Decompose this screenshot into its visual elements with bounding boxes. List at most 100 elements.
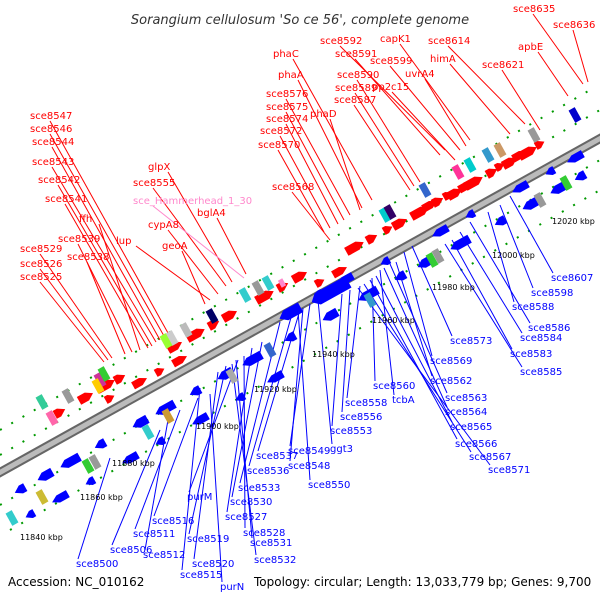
label-leader-line: [209, 393, 223, 583]
gene-label-sce8575: sce8575: [266, 102, 308, 113]
gene-label-cypa8: cypA8: [148, 220, 179, 231]
gene-label-sce8520: sce8520: [192, 559, 234, 570]
reverse-gene-arrow: [322, 307, 340, 321]
label-leader-line: [193, 371, 219, 560]
kbp-tick-label: 11980 kbp: [432, 283, 475, 292]
label-leader-line: [216, 217, 247, 275]
reverse-gene-arrow: [14, 483, 28, 494]
label-leader-line: [86, 261, 126, 355]
label-leader-line: [447, 45, 526, 125]
gene-label-phac: phaC: [273, 49, 299, 60]
forward-gene-arrow: [500, 157, 517, 170]
gene-label-sce8515: sce8515: [180, 570, 222, 581]
label-leader-line: [51, 166, 157, 343]
gene-label-sce8599: sce8599: [370, 56, 412, 67]
forward-gene-arrow: [313, 279, 325, 288]
gene-label-sce8572: sce8572: [260, 126, 302, 137]
gene-label-bgla4: bglA4: [197, 208, 226, 219]
gene-feature-block: [61, 388, 75, 404]
gene-label-sce8512: sce8512: [143, 550, 185, 561]
gene-label-sce8537: sce8537: [256, 451, 298, 462]
label-leader-line: [277, 149, 325, 233]
gene-label-sce8531: sce8531: [250, 538, 292, 549]
label-leader-line: [499, 204, 534, 289]
gene-label-sce8538: sce8538: [67, 252, 109, 263]
genome-backbone: [0, 135, 600, 476]
accession-text: Accession: NC_010162: [8, 575, 144, 589]
reverse-gene-arrow: [25, 509, 37, 518]
label-leader-line: [391, 91, 456, 161]
gene-label-sce8528: sce8528: [243, 528, 285, 539]
forward-gene-arrow: [381, 226, 393, 235]
gene-label-sce8566: sce8566: [455, 439, 497, 450]
forward-gene-arrow: [290, 271, 307, 284]
reverse-gene-arrow: [122, 451, 140, 464]
rna-feature-mark: [277, 278, 287, 288]
gene-label-geoa: geoA: [162, 241, 188, 252]
gene-feature-block: [97, 366, 111, 382]
gene-feature-block: [261, 275, 275, 291]
gene-label-sce8539: sce8539: [58, 234, 100, 245]
gene-label-sce8562: sce8562: [430, 376, 472, 387]
reverse-operon-arrow: [311, 276, 352, 305]
label-leader-line: [49, 133, 165, 337]
kbp-tick-label: 12000 kbp: [492, 251, 535, 260]
forward-gene-arrow: [76, 392, 93, 405]
gene-label-sce8569: sce8569: [430, 356, 472, 367]
label-leader-line: [285, 98, 351, 216]
label-leader-line: [289, 307, 304, 462]
gene-label-sce8556: sce8556: [340, 412, 382, 423]
reverse-gene-arrow: [512, 180, 530, 193]
gene-feature-block: [5, 510, 19, 526]
forward-gene-arrow: [445, 188, 462, 201]
gene-label-hima: himA: [430, 54, 456, 65]
forward-gene-arrow: [484, 168, 498, 179]
gene-label-sce8541: sce8541: [45, 194, 87, 205]
reverse-gene-arrow: [155, 399, 177, 415]
label-leader-line: [297, 309, 311, 481]
label-leader-line: [279, 135, 331, 229]
gene-label-sce8590: sce8590: [337, 70, 379, 81]
gene-feature-block: [363, 292, 377, 308]
gene-label-sce8506: sce8506: [110, 545, 152, 556]
kbp-tick-label: 12020 kbp: [552, 217, 595, 226]
kbp-scale-labels: 11840 kbp 11860 kbp 11880 kbp 11900 kbp 1192…: [20, 217, 595, 542]
gene-label-sce8589: sce8589: [335, 83, 377, 94]
gene-label-sce8550: sce8550: [308, 480, 350, 491]
label-leader-line: [226, 347, 253, 513]
reverse-gene-arrow: [267, 370, 285, 383]
gene-label-sce8586: sce8586: [528, 323, 570, 334]
forward-gene-arrow: [441, 192, 453, 201]
label-leader-line: [339, 45, 446, 151]
gene-feature-block: [481, 147, 495, 163]
label-leader-line: [389, 65, 461, 151]
reverse-gene-arrow: [432, 224, 450, 237]
gene-label-sce8500: sce8500: [76, 559, 118, 570]
gene-label-sce8564: sce8564: [445, 407, 487, 418]
gene-feature-block: [431, 248, 445, 264]
gene-label-sce8558: sce8558: [345, 398, 387, 409]
label-leader-line: [411, 245, 453, 337]
forward-gene-arrow: [493, 163, 505, 172]
label-leader-line: [243, 355, 246, 529]
label-leader-line: [111, 429, 161, 546]
label-leader-line: [509, 195, 554, 274]
gene-label-sce8571: sce8571: [488, 465, 530, 476]
gene-label-ffh: ffh: [79, 214, 92, 225]
gene-label-sce8570: sce8570: [258, 140, 300, 151]
gene-feature-block: [383, 204, 397, 220]
label-leader-line: [317, 299, 333, 445]
gene-feature-block: [533, 192, 547, 208]
forward-gene-arrow: [171, 356, 187, 368]
gene-feature-block: [141, 424, 155, 440]
gene-label-pp2c15: pp2c15: [372, 82, 409, 93]
forward-gene-arrow: [131, 378, 147, 390]
gene-label-sce8536: sce8536: [247, 466, 289, 477]
gene-feature-block: [463, 157, 477, 173]
gene-label-sce8519: sce8519: [187, 534, 229, 545]
gene-label-sce8587: sce8587: [334, 95, 376, 106]
label-leader-line: [346, 285, 361, 399]
forward-gene-arrow: [344, 241, 364, 256]
